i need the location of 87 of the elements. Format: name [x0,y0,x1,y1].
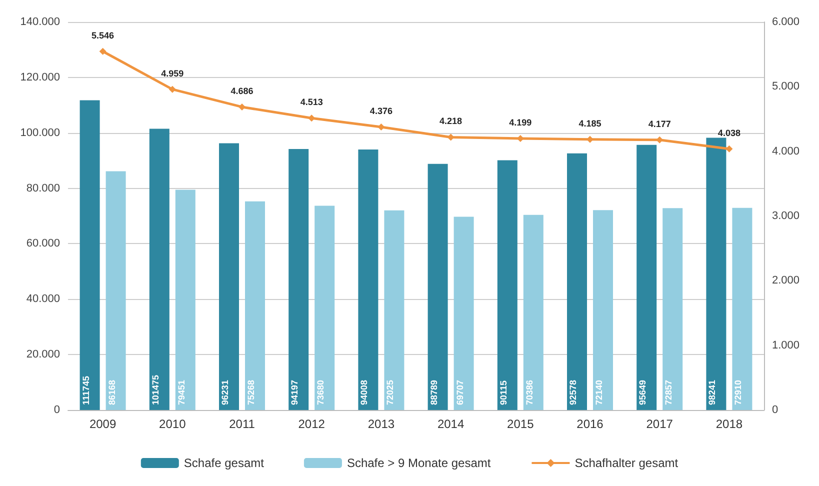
point [378,124,385,131]
bar [358,149,378,410]
y2-tick-label: 6.000 [772,16,800,28]
data-label: 4.959 [161,68,184,78]
point [99,48,106,55]
x-tick-label: 2017 [646,417,674,431]
x-tick-label: 2018 [716,417,743,431]
data-label: 72025 [385,380,396,405]
data-label: 4.218 [440,116,462,126]
y-tick-label: 40.000 [26,293,60,306]
data-label: 72857 [664,380,674,405]
x-tick-label: 2013 [368,417,395,431]
bar [567,153,587,410]
point [308,114,316,122]
point [726,145,733,152]
x-tick-label: 2012 [298,417,326,431]
x-tick-label: 2015 [507,417,534,431]
point [238,103,246,110]
y-tick-label: 140.000 [20,16,60,28]
x-tick-label: 2010 [159,417,186,431]
data-label: 92578 [568,380,578,405]
y2-tick-label: 3.000 [772,210,800,222]
data-label: 4.177 [648,118,671,129]
y-tick-label: 80.000 [26,182,60,194]
point [447,134,454,141]
bar [245,201,265,410]
point [168,86,176,93]
x-tick-label: 2014 [437,417,464,431]
data-label: 4.686 [230,86,254,96]
legend-label: Schafe gesamt [184,456,265,470]
y-tick-label: 120.000 [20,71,60,84]
data-label: 88789 [428,380,439,405]
data-label: 86168 [106,380,117,405]
data-label: 111745 [80,376,91,405]
data-label: 4.376 [370,106,392,116]
bar [732,208,752,410]
y2-tick-label: 0 [772,404,778,416]
bar [497,160,518,410]
point [586,136,594,143]
data-label: 4.185 [578,118,602,128]
y2-tick-label: 5.000 [772,80,800,93]
y2-tick-label: 4.000 [772,145,800,158]
data-label: 94008 [359,380,370,405]
data-label: 73680 [316,380,326,405]
data-label: 72140 [594,380,604,405]
y2-tick-label: 2.000 [772,274,800,287]
data-label: 70386 [524,380,534,405]
data-label: 98241 [707,380,718,405]
bar [384,210,404,410]
data-label: 94197 [290,380,300,405]
x-tick-label: 2016 [576,417,604,431]
y-tick-label: 60.000 [26,238,60,250]
y2-tick-label: 1.000 [772,339,800,352]
bar [314,206,335,410]
bar [149,128,170,410]
x-tick-label: 2009 [89,417,116,431]
data-label: 4.513 [300,97,323,108]
bar [80,100,100,410]
bar [454,216,474,410]
point [656,136,664,144]
bar [175,190,196,410]
x-tick-label: 2011 [229,417,256,431]
y-tick-label: 100.000 [20,126,60,139]
bar [636,144,657,410]
data-label: 75268 [246,380,256,405]
data-label: 4.038 [718,128,740,138]
data-label: 72910 [733,380,744,405]
bar [593,210,613,410]
data-label: 101475 [150,374,160,405]
bar [706,138,726,410]
bar [219,143,239,410]
y-tick-label: 0 [54,404,60,416]
data-label: 4.199 [509,117,532,128]
data-label: 96231 [220,380,230,405]
bar [106,171,126,410]
data-label: 69707 [454,380,465,405]
bar [662,208,683,410]
legend-label: Schafhalter gesamt [574,456,679,470]
y-tick-label: 20.000 [26,348,60,361]
data-label: 79451 [176,380,186,405]
bar [523,214,544,410]
bar [288,148,309,410]
data-label: 90115 [498,380,508,405]
data-label: 5.546 [92,30,114,40]
legend-label: Schafe > 9 Monate gesamt [346,456,492,470]
bar [428,164,448,410]
data-label: 95649 [638,380,648,405]
